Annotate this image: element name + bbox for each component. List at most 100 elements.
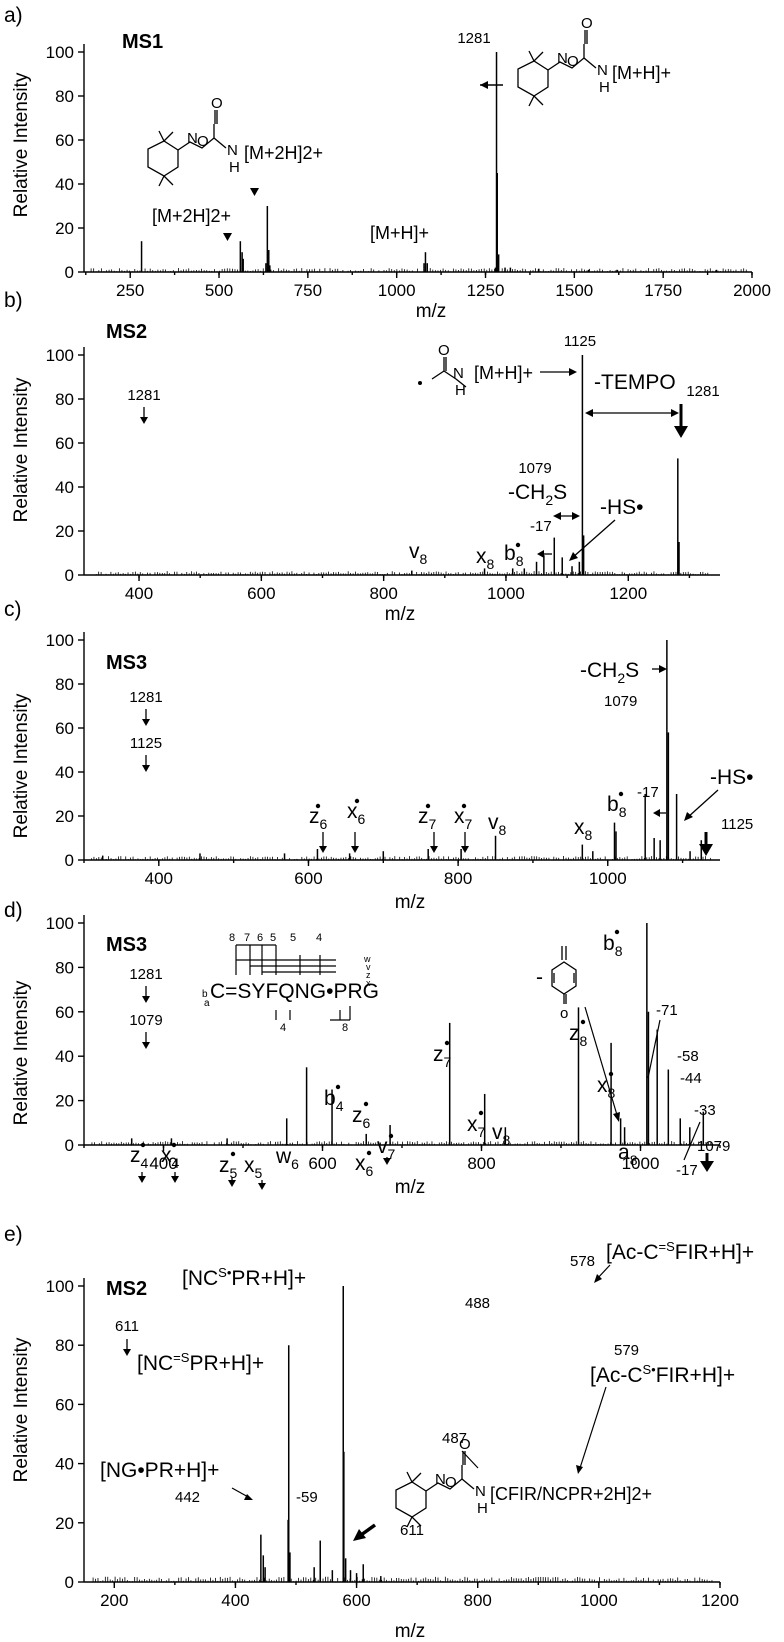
radical-dot-d-b8 — [614, 929, 620, 935]
panel-letter-c: c) — [4, 598, 22, 621]
y-tick-label: 40 — [55, 478, 74, 497]
annot-d-z7-sub: 7 — [444, 1054, 452, 1070]
precursor-arrow-head-d-2 — [142, 1042, 150, 1049]
x-tick-label: 400 — [145, 869, 173, 888]
annot-e-nc-a: [NC — [137, 1352, 173, 1375]
arrow-head-c-hs — [684, 812, 693, 821]
annot-c-x8: x8 — [574, 816, 593, 843]
radical-dot-d-z7 — [444, 1040, 450, 1046]
x-tick-label: 1750 — [644, 281, 682, 300]
radical-dot-z7 — [425, 803, 431, 809]
seq-num-7: 7 — [244, 932, 250, 944]
arrow-e-611 — [359, 1523, 377, 1537]
annot-c-z6: z6 — [309, 805, 328, 832]
x-tick-label: 1000 — [378, 281, 416, 300]
noise-2 — [91, 856, 711, 860]
seq-x: x — [366, 978, 371, 988]
y-tick-label: 100 — [46, 1277, 74, 1296]
annot-c-x6-ion: x — [347, 800, 358, 823]
x-tick-label: 1000 — [580, 1591, 618, 1610]
annot-b-ch2s-main: -CH — [508, 481, 545, 504]
radical-dot-b — [418, 381, 422, 385]
x-axis-label-a: m/z — [416, 301, 447, 322]
annot-c-ch2s-end: S — [625, 659, 639, 682]
y-tick-label: 60 — [55, 434, 74, 453]
ion-arrow-head — [171, 1176, 179, 1183]
annot-c-ch2s-main: -CH — [580, 659, 617, 682]
annot-b-b8-ion: b — [504, 542, 516, 565]
atom-nh-e: N — [475, 1483, 486, 1500]
arrow-head-d-quinone — [613, 1112, 620, 1122]
radical-dot-x6 — [354, 798, 360, 804]
atom-o-a1: O — [567, 53, 579, 70]
sequence-text: C=SYFQNG•PRG — [210, 980, 379, 1003]
peak-label-d-71: -71 — [656, 1002, 678, 1019]
arrow-head-e-442 — [244, 1494, 253, 1500]
precursor-e: 611 — [115, 1318, 139, 1335]
peak-label-c-17: -17 — [637, 784, 659, 801]
x-tick-label: 400 — [125, 584, 153, 603]
x-tick-label: 600 — [308, 1154, 336, 1173]
precursor-d-2: 1079 — [129, 1012, 162, 1029]
annot-e-acs-c: FIR+H]+ — [656, 1364, 735, 1387]
y-tick-label: 20 — [55, 807, 74, 826]
tempo-structure-e — [395, 1451, 475, 1528]
atom-o2-e: O — [459, 1436, 471, 1453]
ms-label-e: MS2 — [106, 1278, 147, 1300]
annot-a-m2h: [M+2H]2+ — [152, 206, 231, 226]
arrow-head-b-mh — [569, 368, 577, 376]
peaks-4 — [260, 1286, 382, 1582]
atom-h-a1: H — [599, 79, 610, 96]
annot-e-ncs-b: S• — [218, 1265, 232, 1280]
x-tick-label: 600 — [247, 584, 275, 603]
x-tick-label: 500 — [205, 281, 233, 300]
y-tick-label: 60 — [55, 1003, 74, 1022]
x-tick-label: 800 — [464, 1591, 492, 1610]
annot-c-z7-sub: 7 — [429, 816, 437, 832]
y-tick-label: 20 — [55, 219, 74, 238]
ion-arrow-head — [351, 846, 359, 853]
x-axis-label-d: m/z — [395, 1177, 426, 1198]
sequence-numbers: 8 7 6 5 5 4 4 8 b a w v z x — [202, 932, 371, 1034]
x-tick-label: 1200 — [609, 584, 647, 603]
arrow-d-quinone — [584, 1006, 618, 1116]
ms-label-c: MS3 — [106, 652, 147, 674]
annot-e-ng: [NG•PR+H]+ — [100, 1459, 219, 1482]
annot-d-z5-ion: z — [219, 1154, 230, 1177]
annot-e-acc-c: FIR+H]+ — [675, 1241, 754, 1264]
peak-label-d-1079: 1079 — [697, 1138, 730, 1155]
atom-o-quinone: o — [560, 1005, 568, 1022]
ms-label-b: MS2 — [106, 321, 147, 343]
radical-dot-z6 — [315, 803, 321, 809]
peak-label-b-1281: 1281 — [686, 383, 719, 400]
precursor-arrow-head-c-2 — [142, 765, 150, 772]
annot-d-x5-ion: x — [244, 1154, 255, 1177]
annot-d-w6-ion: w — [275, 1145, 292, 1168]
annot-b-v8: v8 — [409, 540, 428, 567]
annot-b-ch2s: -CH2S — [508, 481, 567, 508]
seq-w: w — [363, 954, 371, 964]
y-tick-label: 40 — [55, 1047, 74, 1066]
y-axis-label-a: Relative Intensity — [11, 72, 32, 217]
annot-d-a8-ion: a — [618, 1141, 630, 1164]
seq-num-8b: 8 — [342, 1022, 348, 1034]
seq-b: b — [202, 989, 208, 1000]
x-tick-label: 250 — [116, 281, 144, 300]
radical-dot-d-v7 — [388, 1133, 394, 1139]
y-tick-label: 80 — [55, 958, 74, 977]
annot-b-mh: [M+H]+ — [474, 363, 533, 383]
panel-c: c) MS3 Relative Intensity m/z 400 600 800 1… — [4, 598, 754, 913]
annot-d-x7: x7 — [467, 1113, 486, 1140]
peak-label-d-58: -58 — [677, 1048, 699, 1065]
annot-d-z4: z4 — [130, 1144, 149, 1171]
annot-d-b8-sub: 8 — [615, 943, 623, 959]
annot-d-v8-sub: 8 — [503, 1132, 511, 1148]
y-tick-label: 0 — [65, 851, 74, 870]
annot-b-x8-sub: 8 — [487, 556, 495, 572]
ion-arrow-head — [430, 846, 438, 853]
atom-n-e: N — [435, 1471, 446, 1488]
annot-b-v8-ion: v — [409, 540, 420, 563]
x-axis-label-b: m/z — [385, 604, 416, 625]
y-axis-label-d: Relative Intensity — [11, 980, 32, 1125]
